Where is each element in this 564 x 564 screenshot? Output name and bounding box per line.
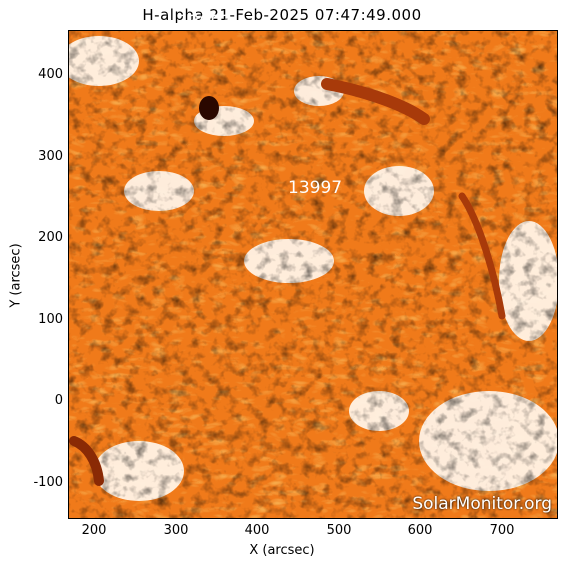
y-tick-label: 0 [54,393,63,408]
sunspot-umbra [199,96,219,120]
region-label-13993: 13993 [178,12,233,32]
y-tick-label: 200 [38,230,63,245]
image-title: H-alpha 21-Feb-2025 07:47:49.000 [142,6,422,24]
y-tick-label: 300 [38,149,63,164]
watermark: SolarMonitor.org [412,494,552,514]
y-axis-label: Y (arcsec) [8,243,24,308]
x-tick-label: 300 [163,523,189,538]
halpha-image-panel [68,30,558,519]
y-tick-label: 100 [38,312,63,327]
x-tick-label: 600 [407,523,433,538]
x-tick-label: 400 [244,523,270,538]
solar-disk-image [69,31,557,518]
x-tick-label: 700 [489,523,515,538]
y-tick-label: -100 [33,475,63,490]
x-axis-label: X (arcsec) [249,543,315,558]
filament-southwest [69,436,104,486]
x-tick-label: 500 [326,523,352,538]
filament-east [458,192,506,320]
x-tick-label: 200 [81,523,107,538]
filament-north [321,78,430,125]
y-tick-label: 400 [38,67,63,82]
region-label-13997: 13997 [288,178,343,198]
